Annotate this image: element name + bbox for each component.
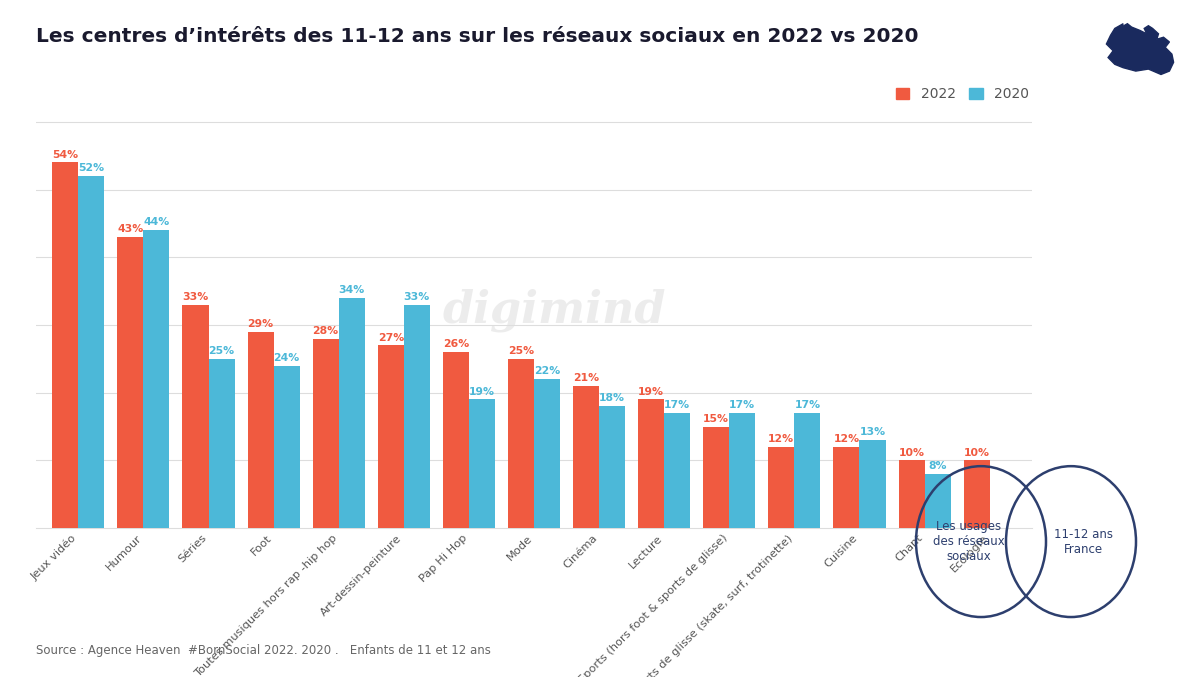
Text: 34%: 34% [338,285,365,295]
Bar [338,298,365,528]
Bar [247,332,274,528]
Polygon shape [1106,24,1174,74]
Bar [534,379,560,528]
Text: 52%: 52% [78,163,104,173]
Text: 28%: 28% [313,326,338,336]
Bar [638,399,664,528]
Text: 12%: 12% [834,434,859,444]
Text: 21%: 21% [574,373,599,383]
Text: 17%: 17% [730,400,755,410]
Bar [703,427,730,528]
Text: 25%: 25% [209,346,234,356]
Text: Les usages
des réseaux
sociaux: Les usages des réseaux sociaux [932,520,1004,563]
Text: 19%: 19% [469,387,494,397]
Text: 33%: 33% [182,292,209,302]
Bar [469,399,494,528]
Bar [443,352,469,528]
Bar [378,345,404,528]
Text: 22%: 22% [534,366,560,376]
Text: Source : Agence Heaven  #BornSocial 2022. 2020 .   Enfants de 11 et 12 ans: Source : Agence Heaven #BornSocial 2022.… [36,644,491,657]
Text: Les centres d’intérêts des 11-12 ans sur les réseaux sociaux en 2022 vs 2020: Les centres d’intérêts des 11-12 ans sur… [36,27,918,46]
Bar [404,305,430,528]
Bar [144,230,169,528]
Text: 19%: 19% [638,387,664,397]
Text: 27%: 27% [378,332,404,343]
Text: 17%: 17% [794,400,821,410]
Text: 25%: 25% [508,346,534,356]
Bar [53,162,78,528]
Text: 12%: 12% [768,434,794,444]
Bar [182,305,209,528]
Bar [899,460,924,528]
Bar [574,386,599,528]
Bar [209,359,234,528]
Bar [508,359,534,528]
Text: 13%: 13% [859,427,886,437]
Bar [118,237,144,528]
Bar [768,447,794,528]
Bar [313,338,338,528]
Text: 26%: 26% [443,339,469,349]
Text: 33%: 33% [403,292,430,302]
Text: 54%: 54% [53,150,78,160]
Text: 8%: 8% [929,461,947,471]
Bar [924,474,950,528]
Bar [834,447,859,528]
Bar [78,176,104,528]
Bar [274,366,300,528]
Text: 10%: 10% [964,447,990,458]
Text: 24%: 24% [274,353,300,363]
Legend: 2022, 2020: 2022, 2020 [890,82,1036,107]
Text: 43%: 43% [118,224,144,234]
Text: 44%: 44% [143,217,169,227]
Text: 11-12 ans
France: 11-12 ans France [1054,527,1114,556]
Bar [859,440,886,528]
Bar [599,406,625,528]
Text: 10%: 10% [899,447,924,458]
Bar [964,460,990,528]
Bar [664,413,690,528]
Bar [794,413,821,528]
Bar [730,413,755,528]
Text: 29%: 29% [247,319,274,329]
Text: 15%: 15% [703,414,730,424]
Text: 17%: 17% [664,400,690,410]
Text: digimind: digimind [442,288,666,332]
Text: 18%: 18% [599,393,625,403]
